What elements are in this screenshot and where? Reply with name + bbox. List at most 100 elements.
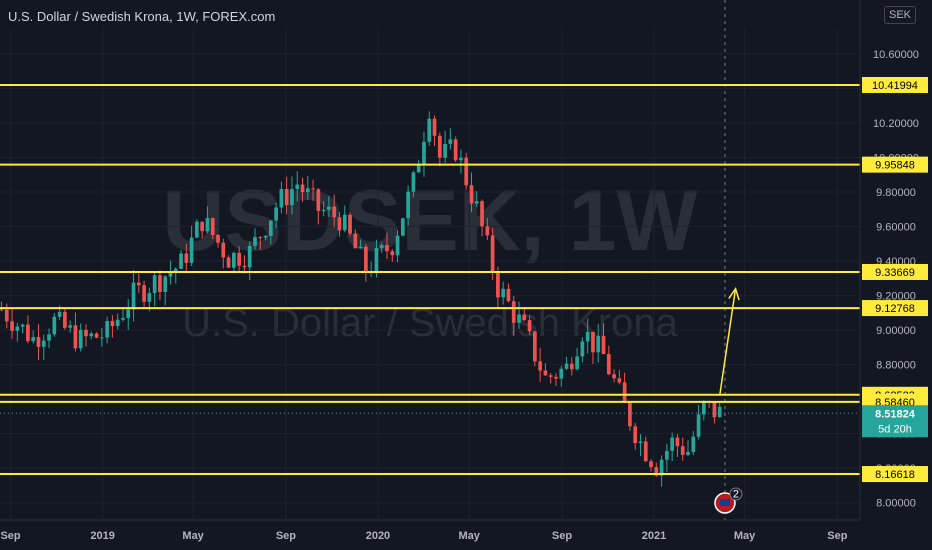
grid	[0, 0, 860, 520]
bar-countdown: 5d 20h	[878, 423, 912, 435]
candle-body	[538, 361, 542, 371]
candle-body	[163, 276, 168, 292]
candle-body	[643, 441, 648, 462]
price-tick: 8.00000	[876, 498, 916, 510]
candle-body	[52, 316, 57, 335]
candle-body	[295, 184, 300, 190]
candle-body	[300, 184, 305, 193]
candle-body	[321, 209, 326, 211]
candle-body	[564, 363, 569, 369]
candle-body	[305, 188, 310, 193]
candle-body	[115, 319, 120, 327]
candle-body	[533, 331, 537, 362]
price-tick: 10.60000	[873, 49, 919, 61]
candle-body	[670, 437, 675, 451]
horizontal-levels[interactable]	[0, 83, 860, 476]
time-tick: Sep	[0, 530, 20, 542]
currency-button[interactable]: SEK	[884, 6, 917, 24]
time-axis[interactable]: Sep 2019 May Sep 2020 May Sep 2021 May Sep	[0, 519, 860, 542]
candle-body	[342, 214, 347, 231]
candle-body	[485, 226, 490, 236]
candle-body	[543, 370, 548, 376]
candle-body	[20, 324, 25, 327]
candle-body	[638, 441, 643, 444]
time-tick: Sep	[552, 530, 572, 542]
candle-body	[68, 325, 73, 328]
candle-body	[47, 334, 51, 341]
candle-body	[358, 246, 363, 249]
candle-body	[527, 320, 532, 332]
watermark: USDSEK, 1W U.S. Dollar / Swedish Krona	[162, 173, 698, 345]
time-tick: May	[459, 530, 481, 542]
time-tick: Sep	[827, 530, 847, 542]
candle-body	[221, 242, 226, 258]
candle-body	[432, 118, 437, 136]
candle-body	[717, 406, 722, 418]
candle-body	[701, 401, 706, 415]
candle-body	[78, 329, 83, 349]
level-label-bg	[862, 300, 928, 317]
candle-body	[126, 309, 131, 319]
event-count-badge	[729, 487, 743, 501]
candle-body	[411, 172, 416, 192]
candle-body	[99, 337, 104, 339]
candle-body	[606, 354, 611, 375]
candle-body	[548, 375, 553, 377]
projection-arrow[interactable]	[718, 286, 740, 396]
economic-event-marker[interactable]: 2	[714, 487, 743, 514]
candle-body	[332, 206, 337, 218]
price-labels: 10.419949.958489.336699.127688.625238.58…	[862, 76, 928, 483]
time-tick: 2019	[90, 530, 114, 542]
candle-body	[385, 245, 389, 252]
candle-body	[665, 450, 669, 460]
candle-body	[580, 341, 585, 357]
candle-body	[649, 461, 653, 468]
candle-body	[290, 189, 294, 206]
candle-body	[496, 272, 500, 298]
candle-body	[237, 252, 241, 266]
candle-body	[121, 318, 125, 320]
candle-body	[147, 293, 152, 302]
candle-body	[628, 402, 632, 427]
level-label-bg	[862, 263, 928, 280]
candle-body	[168, 272, 173, 277]
candle-body	[189, 237, 194, 263]
candles	[0, 111, 722, 487]
candle-body	[57, 311, 62, 317]
candle-body	[395, 235, 400, 256]
candle-body	[173, 268, 178, 273]
candle-body	[474, 201, 479, 204]
candle-body	[416, 165, 421, 173]
candle-body	[63, 311, 67, 328]
candle-body	[480, 201, 484, 227]
candle-body	[686, 452, 690, 455]
candle-body	[443, 143, 447, 158]
candle-body	[200, 221, 205, 232]
candle-body	[591, 331, 595, 353]
candle-body	[680, 446, 685, 455]
candle-body	[73, 325, 78, 349]
level-label-bg	[862, 466, 928, 483]
price-tick: 9.80000	[876, 187, 916, 199]
candle-body	[569, 363, 574, 370]
candle-body	[459, 157, 463, 161]
candle-body	[311, 188, 315, 190]
price-tick: 9.00000	[876, 325, 916, 337]
level-label: 8.16618	[875, 469, 915, 481]
candle-body	[184, 253, 189, 263]
projection-line	[718, 288, 737, 396]
candle-body	[274, 207, 278, 221]
candle-body	[575, 356, 579, 370]
candle-body	[10, 321, 14, 331]
candle-body	[152, 275, 157, 294]
candle-body	[612, 374, 616, 379]
candle-body	[422, 141, 426, 166]
candle-body	[226, 257, 231, 268]
candle-body	[654, 467, 659, 476]
time-tick: May	[734, 530, 756, 542]
level-label: 10.41994	[872, 80, 918, 92]
candle-body	[353, 233, 358, 249]
candle-body	[453, 139, 458, 161]
